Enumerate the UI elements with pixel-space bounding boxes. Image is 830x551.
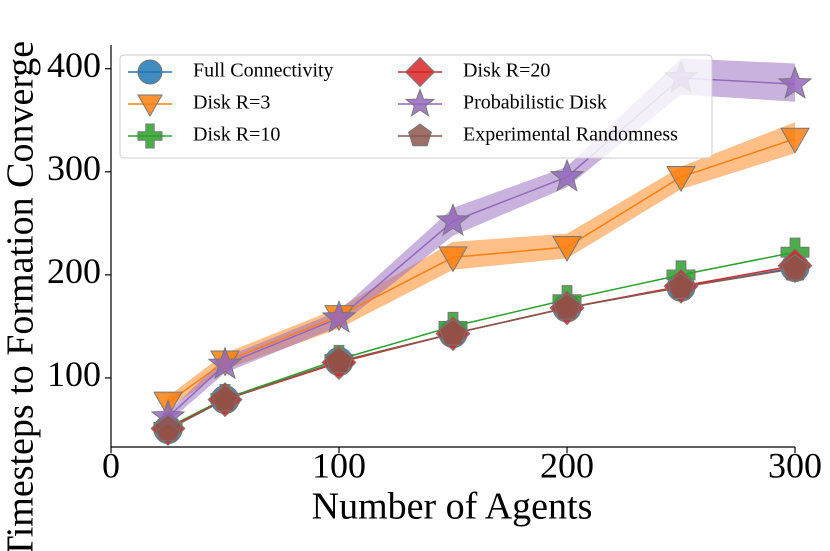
marker: [439, 318, 467, 346]
marker: [137, 59, 163, 85]
marker: [154, 414, 182, 442]
x-tick-label: 0: [102, 445, 120, 485]
marker: [207, 346, 243, 380]
confidence-band: [168, 58, 795, 423]
y-tick-label: 400: [47, 45, 101, 85]
confidence-band: [168, 122, 795, 409]
legend-label: Full Connectivity: [193, 60, 334, 82]
legend-label: Disk R=10: [193, 124, 280, 146]
marker: [404, 56, 436, 88]
legend-label: Disk R=3: [193, 92, 270, 114]
x-tick-label: 200: [540, 445, 594, 485]
marker: [404, 88, 436, 117]
marker: [438, 246, 468, 273]
marker: [549, 158, 585, 192]
marker: [781, 254, 809, 281]
marker: [137, 123, 163, 149]
marker: [211, 384, 239, 412]
marker: [552, 236, 582, 263]
legend-label: Probabilistic Disk: [463, 92, 607, 114]
marker: [321, 299, 357, 333]
marker: [553, 293, 581, 320]
y-tick-label: 100: [47, 354, 101, 394]
marker: [667, 272, 695, 300]
marker: [777, 65, 813, 99]
marker: [780, 127, 810, 154]
x-tick-label: 300: [768, 445, 822, 485]
x-tick-label: 100: [312, 445, 366, 485]
y-tick-label: 300: [47, 148, 101, 188]
legend-label: Disk R=20: [463, 60, 550, 82]
x-axis-label: Number of Agents: [312, 486, 593, 528]
legend-label: Experimental Randomness: [463, 124, 678, 146]
marker: [435, 203, 471, 237]
y-axis-label: Timesteps to Formation Converge: [0, 41, 42, 551]
marker: [325, 346, 353, 374]
marker: [137, 94, 163, 118]
marker: [407, 123, 433, 147]
legend: Full Connectivity Disk R=3 Disk R=10 Disk R…: [119, 54, 713, 159]
marker: [666, 165, 696, 192]
y-tick-label: 200: [47, 251, 101, 291]
